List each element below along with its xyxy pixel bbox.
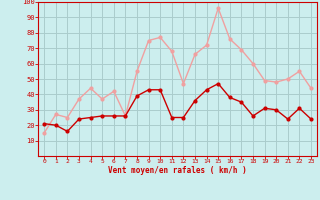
X-axis label: Vent moyen/en rafales ( km/h ): Vent moyen/en rafales ( km/h ) [108,166,247,175]
